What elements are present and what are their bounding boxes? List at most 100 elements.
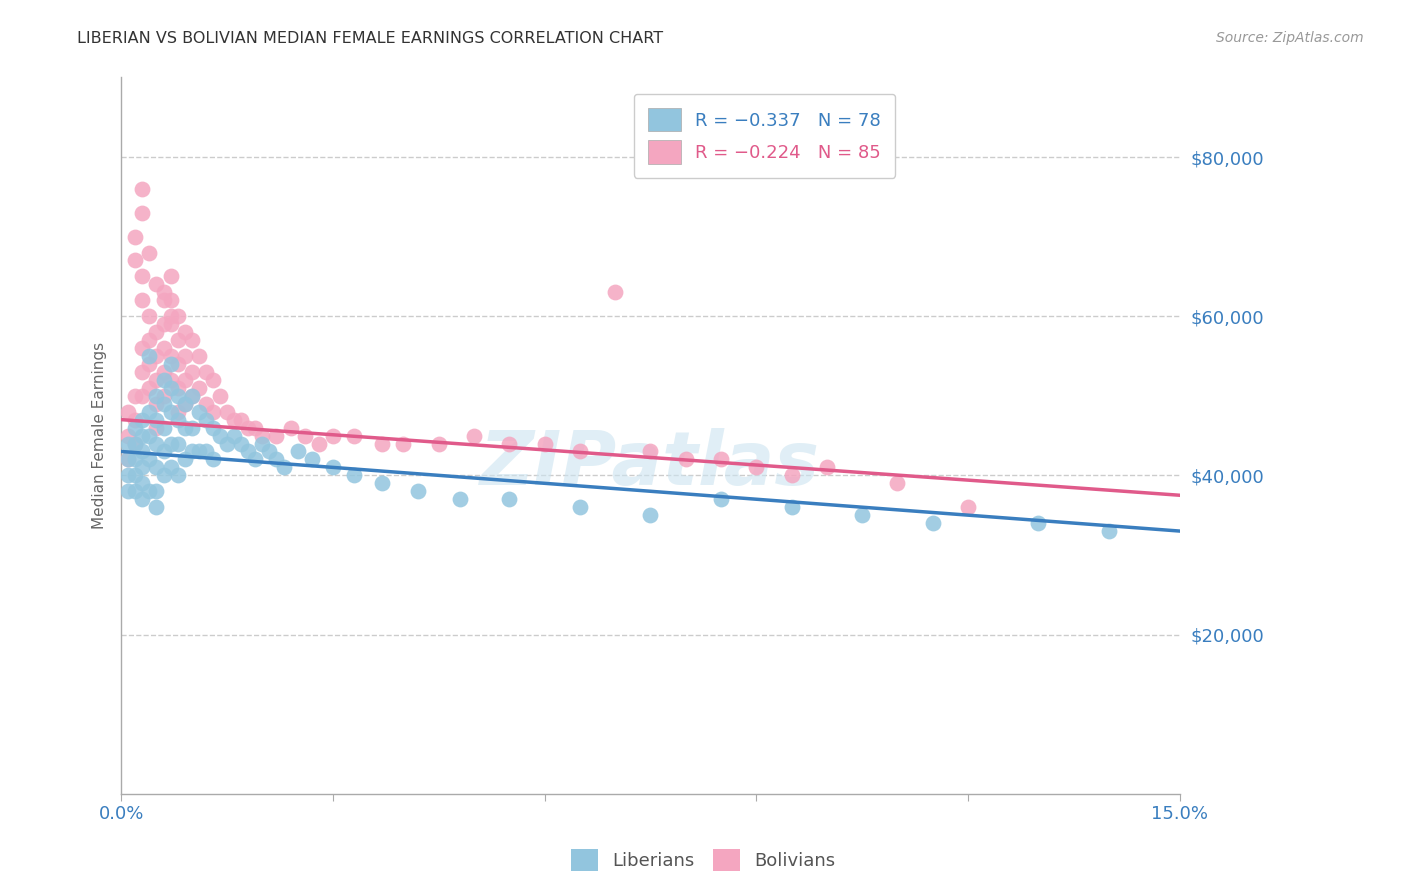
Point [180, 444, 202, 458]
Point [449, 492, 471, 507]
Point [245, 452, 267, 467]
Point [138, 405, 160, 419]
Point [117, 436, 139, 450]
Point [173, 397, 195, 411]
Point [173, 397, 195, 411]
Point [166, 333, 188, 347]
Point [215, 436, 238, 450]
Point [166, 412, 188, 426]
Legend: R = −0.337   N = 78, R = −0.224   N = 85: R = −0.337 N = 78, R = −0.224 N = 85 [634, 94, 896, 178]
Point [131, 428, 153, 442]
Point [138, 333, 160, 347]
Point [675, 452, 697, 467]
Point [166, 405, 188, 419]
Point [187, 444, 209, 458]
Point [201, 405, 224, 419]
Point [180, 420, 202, 434]
Point [145, 436, 167, 450]
Point [145, 325, 167, 339]
Point [138, 381, 160, 395]
Point [131, 389, 153, 403]
Point [145, 484, 167, 499]
Point [124, 253, 146, 268]
Point [187, 381, 209, 395]
Point [406, 484, 429, 499]
Point [166, 309, 188, 323]
Point [180, 333, 202, 347]
Point [815, 460, 838, 475]
Point [166, 468, 188, 483]
Point [131, 412, 153, 426]
Point [245, 420, 267, 434]
Point [533, 436, 555, 450]
Point [124, 484, 146, 499]
Point [166, 381, 188, 395]
Point [131, 341, 153, 355]
Point [152, 420, 174, 434]
Point [201, 452, 224, 467]
Point [287, 444, 309, 458]
Point [124, 389, 146, 403]
Point [956, 500, 979, 515]
Point [124, 436, 146, 450]
Point [152, 285, 174, 300]
Point [166, 436, 188, 450]
Point [215, 405, 238, 419]
Point [138, 309, 160, 323]
Point [568, 444, 591, 458]
Point [208, 428, 231, 442]
Point [322, 428, 344, 442]
Point [710, 492, 733, 507]
Text: Source: ZipAtlas.com: Source: ZipAtlas.com [1216, 31, 1364, 45]
Point [152, 389, 174, 403]
Point [145, 412, 167, 426]
Point [166, 357, 188, 371]
Point [238, 420, 260, 434]
Point [145, 397, 167, 411]
Point [180, 389, 202, 403]
Point [851, 508, 873, 523]
Point [138, 452, 160, 467]
Point [124, 420, 146, 434]
Point [498, 436, 520, 450]
Point [145, 349, 167, 363]
Point [640, 508, 662, 523]
Text: LIBERIAN VS BOLIVIAN MEDIAN FEMALE EARNINGS CORRELATION CHART: LIBERIAN VS BOLIVIAN MEDIAN FEMALE EARNI… [77, 31, 664, 46]
Point [173, 325, 195, 339]
Point [131, 444, 153, 458]
Point [568, 500, 591, 515]
Point [138, 428, 160, 442]
Point [152, 293, 174, 308]
Point [259, 444, 281, 458]
Point [231, 412, 253, 426]
Point [371, 476, 394, 491]
Point [187, 405, 209, 419]
Point [131, 293, 153, 308]
Y-axis label: Median Female Earnings: Median Female Earnings [93, 342, 107, 529]
Point [640, 444, 662, 458]
Point [145, 420, 167, 434]
Point [159, 309, 181, 323]
Legend: Liberians, Bolivians: Liberians, Bolivians [564, 842, 842, 879]
Point [266, 428, 288, 442]
Point [117, 428, 139, 442]
Point [498, 492, 520, 507]
Point [273, 460, 295, 475]
Point [173, 452, 195, 467]
Point [166, 389, 188, 403]
Point [124, 468, 146, 483]
Point [117, 452, 139, 467]
Point [159, 357, 181, 371]
Point [152, 468, 174, 483]
Point [180, 389, 202, 403]
Point [138, 245, 160, 260]
Point [194, 397, 217, 411]
Point [224, 428, 246, 442]
Point [308, 436, 330, 450]
Point [138, 357, 160, 371]
Point [159, 405, 181, 419]
Point [605, 285, 627, 300]
Point [131, 492, 153, 507]
Point [117, 452, 139, 467]
Point [152, 365, 174, 379]
